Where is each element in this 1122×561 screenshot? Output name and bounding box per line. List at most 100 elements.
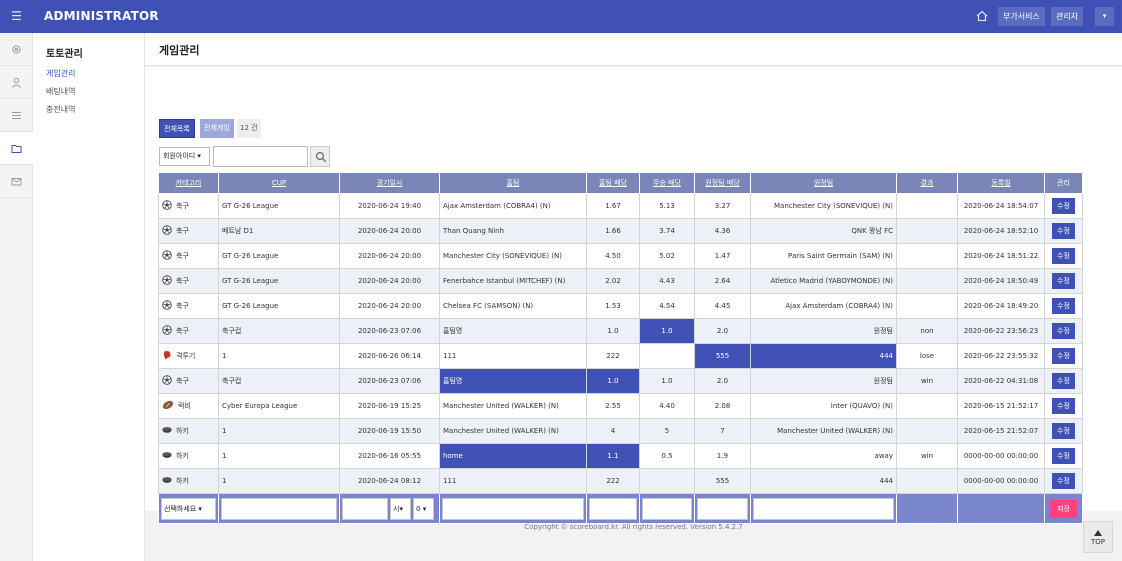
draw-odds-cell: 5: [639, 418, 695, 444]
edit-button[interactable]: 수정: [1052, 373, 1075, 389]
manage-cell: 수정: [1044, 193, 1083, 219]
home-odds-cell-text: 1.1: [607, 452, 619, 460]
category-select[interactable]: 선택하세요 ▾: [161, 497, 216, 520]
result-cell: [896, 418, 958, 444]
scroll-top-button[interactable]: TOP: [1083, 521, 1113, 553]
draw-odds-cell: 5.13: [639, 193, 695, 219]
home-odds-cell-text: 1.67: [605, 202, 621, 210]
rail-item-list[interactable]: [0, 99, 33, 132]
edit-button[interactable]: 수정: [1052, 323, 1075, 339]
home-icon[interactable]: [976, 10, 988, 22]
draw-odds-cell: [639, 343, 695, 369]
rail-item-user[interactable]: [0, 66, 33, 99]
col-away[interactable]: 원정팀: [750, 172, 897, 194]
draw-odds-input[interactable]: [642, 497, 692, 520]
edit-button[interactable]: 수정: [1052, 273, 1075, 289]
hour-select[interactable]: 시▾: [390, 497, 411, 520]
result-cell: [896, 293, 958, 319]
cup-cell-text: 축구컵: [222, 377, 242, 385]
result-cell: [896, 193, 958, 219]
away-odds-cell: 555: [694, 468, 751, 494]
away-odds-cell-text: 1.47: [714, 252, 731, 260]
minute-select[interactable]: 0 ▾: [413, 497, 434, 520]
category-cell: 축구: [158, 243, 219, 269]
search-input[interactable]: [213, 146, 308, 167]
tab-all-games[interactable]: 전체게임: [200, 119, 234, 138]
away-team-input[interactable]: [753, 497, 894, 520]
date-cell: 2020-06-24 08:12: [339, 468, 440, 494]
col-result[interactable]: 결과: [896, 172, 958, 194]
away-team-cell: 444: [750, 468, 897, 494]
edit-button[interactable]: 수정: [1052, 423, 1075, 439]
edit-button[interactable]: 수정: [1052, 298, 1075, 314]
col-cup[interactable]: CUP: [218, 172, 340, 194]
col-registered[interactable]: 등록일: [957, 172, 1045, 194]
category-cell: 럭비: [158, 393, 219, 419]
manage-cell: 수정: [1044, 243, 1083, 269]
edit-button[interactable]: 수정: [1052, 473, 1075, 489]
rail-item-mail[interactable]: [0, 165, 33, 198]
table-row: 축구 베트남 D1 2020-06-24 20:00 Than Quang Ninh 1…: [158, 218, 1083, 244]
home-team-cell-text: 111: [443, 477, 457, 485]
edit-button[interactable]: 수정: [1052, 223, 1075, 239]
category-cell-text: 하키: [176, 427, 189, 435]
edit-button[interactable]: 수정: [1052, 248, 1075, 264]
edit-button[interactable]: 수정: [1052, 398, 1075, 414]
sidebar-item-game-manage[interactable]: 게임관리: [46, 69, 76, 78]
search-button[interactable]: [310, 146, 330, 167]
rail-item-settings[interactable]: [0, 33, 33, 66]
col-home-odds[interactable]: 홈팀 배당: [586, 172, 640, 194]
home-odds-input[interactable]: [589, 497, 637, 520]
user-icon: [12, 77, 21, 88]
col-away-odds[interactable]: 원정팀 배당: [694, 172, 751, 194]
draw-odds-cell: 0.5: [639, 443, 695, 469]
chevron-down-icon[interactable]: ▾: [1095, 7, 1114, 26]
settings-icon: [12, 45, 21, 54]
search-icon: [315, 151, 327, 163]
col-date[interactable]: 경기일시: [339, 172, 440, 194]
tab-all-list[interactable]: 전체목록: [159, 119, 195, 138]
edit-button[interactable]: 수정: [1052, 448, 1075, 464]
main-content: 게임관리 전체목록 전체게임 12 건 회원아이디 ▾ 카테고리 CUP: [145, 33, 1122, 561]
away-odds-cell-text: 555: [715, 352, 730, 360]
date-cell: 2020-06-19 15:25: [339, 393, 440, 419]
app-brand[interactable]: ADMINISTRATOR: [44, 9, 159, 23]
list-icon: [12, 112, 21, 119]
sidebar-item-bet-history[interactable]: 배팅내역: [46, 87, 76, 96]
manage-cell: 수정: [1044, 293, 1083, 319]
table-row: 축구 GT G-26 League 2020-06-24 20:00 Fenerbah…: [158, 268, 1083, 294]
cup-input[interactable]: [221, 497, 337, 520]
home-odds-cell: 2.02: [586, 268, 640, 294]
folder-icon: [11, 145, 22, 153]
rail-item-folder[interactable]: [0, 132, 33, 165]
hockey-puck-icon: [162, 426, 172, 436]
home-odds-cell-text: 4: [610, 427, 616, 435]
col-home[interactable]: 홈팀: [439, 172, 587, 194]
extra-services-button[interactable]: 부가서비스: [998, 7, 1045, 26]
col-category[interactable]: 카테고리: [158, 172, 219, 194]
edit-button[interactable]: 수정: [1052, 198, 1075, 214]
away-team-cell: Inter (QUAVO) (N): [750, 393, 897, 419]
hockey-puck-icon: [162, 476, 172, 486]
save-button[interactable]: 저장: [1050, 499, 1077, 518]
registered-cell: 2020-06-24 18:49:20: [957, 293, 1045, 319]
cup-cell-text: 축구컵: [222, 327, 242, 335]
home-team-input[interactable]: [442, 497, 584, 520]
member-id-select[interactable]: 회원아이디 ▾: [159, 147, 210, 166]
date-input[interactable]: [342, 497, 388, 520]
registered-cell-text: 2020-06-22 04:31:08: [963, 377, 1039, 385]
draw-odds-cell-text: 1.0: [661, 327, 673, 335]
away-odds-cell-text: 7: [720, 427, 725, 435]
category-select-label: 선택하세요: [164, 504, 197, 513]
home-team-cell-text: 홈팀명: [443, 377, 463, 385]
home-team-cell: 111: [439, 343, 587, 369]
admin-menu-button[interactable]: 관리자: [1051, 7, 1084, 26]
col-draw-odds[interactable]: 무승 배당: [639, 172, 695, 194]
away-odds-input[interactable]: [697, 497, 748, 520]
cup-cell: 1: [218, 418, 340, 444]
edit-button[interactable]: 수정: [1052, 348, 1075, 364]
sidebar-item-charge-history[interactable]: 충전내역: [46, 105, 76, 114]
result-count-badge: 12 건: [237, 119, 261, 138]
home-team-cell: 111: [439, 468, 587, 494]
menu-icon[interactable]: ☰: [11, 9, 22, 23]
